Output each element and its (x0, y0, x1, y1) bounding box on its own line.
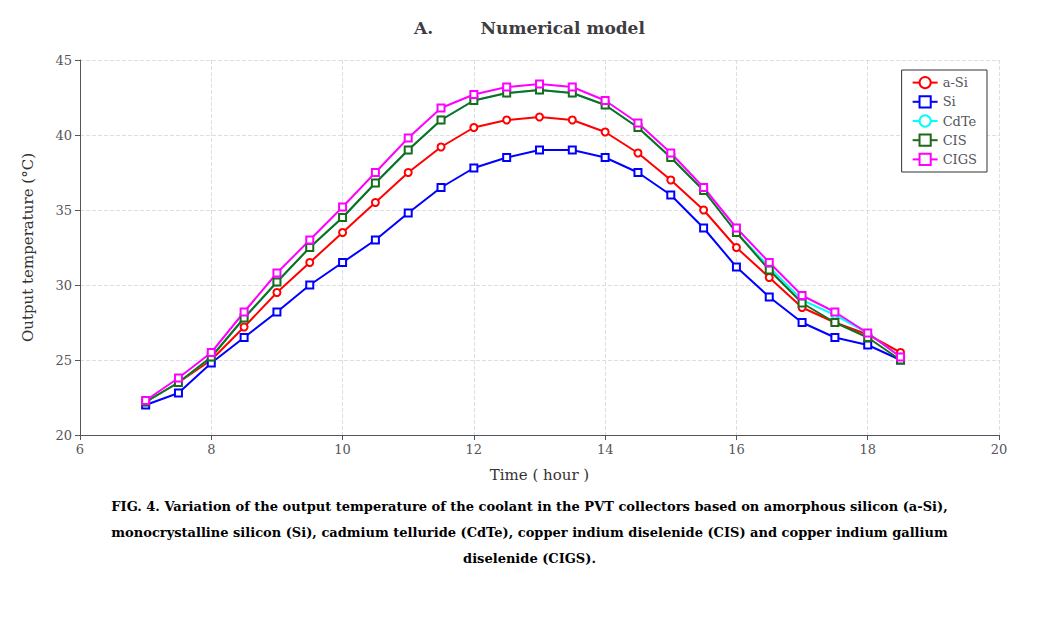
svg-text:10: 10 (334, 442, 351, 457)
svg-text:a-Si: a-Si (943, 75, 968, 90)
svg-text:Output temperature (°C): Output temperature (°C) (19, 153, 37, 342)
svg-text:CIGS: CIGS (943, 152, 977, 167)
svg-text:6: 6 (76, 442, 84, 457)
svg-text:40: 40 (55, 128, 72, 143)
svg-text:A. Numerical model: A. Numerical model (413, 18, 645, 38)
svg-text:CIS: CIS (943, 133, 967, 148)
svg-text:18: 18 (859, 442, 876, 457)
svg-text:FIG. 4. Variation of the outpu: FIG. 4. Variation of the output temperat… (111, 499, 947, 514)
svg-text:25: 25 (55, 353, 72, 368)
svg-text:45: 45 (55, 53, 72, 68)
svg-text:8: 8 (207, 442, 215, 457)
svg-text:monocrystalline silicon (Si),: monocrystalline silicon (Si), cadmium te… (111, 525, 948, 540)
svg-text:14: 14 (597, 442, 614, 457)
svg-text:CdTe: CdTe (943, 114, 977, 129)
svg-text:Time ( hour ): Time ( hour ) (490, 466, 589, 484)
svg-text:12: 12 (466, 442, 483, 457)
svg-text:30: 30 (55, 278, 72, 293)
svg-text:20: 20 (55, 428, 72, 443)
svg-text:diselenide (CIGS).: diselenide (CIGS). (463, 551, 596, 566)
svg-text:16: 16 (728, 442, 745, 457)
svg-text:20: 20 (991, 442, 1008, 457)
svg-text:35: 35 (55, 203, 72, 218)
svg-text:Si: Si (943, 94, 956, 109)
